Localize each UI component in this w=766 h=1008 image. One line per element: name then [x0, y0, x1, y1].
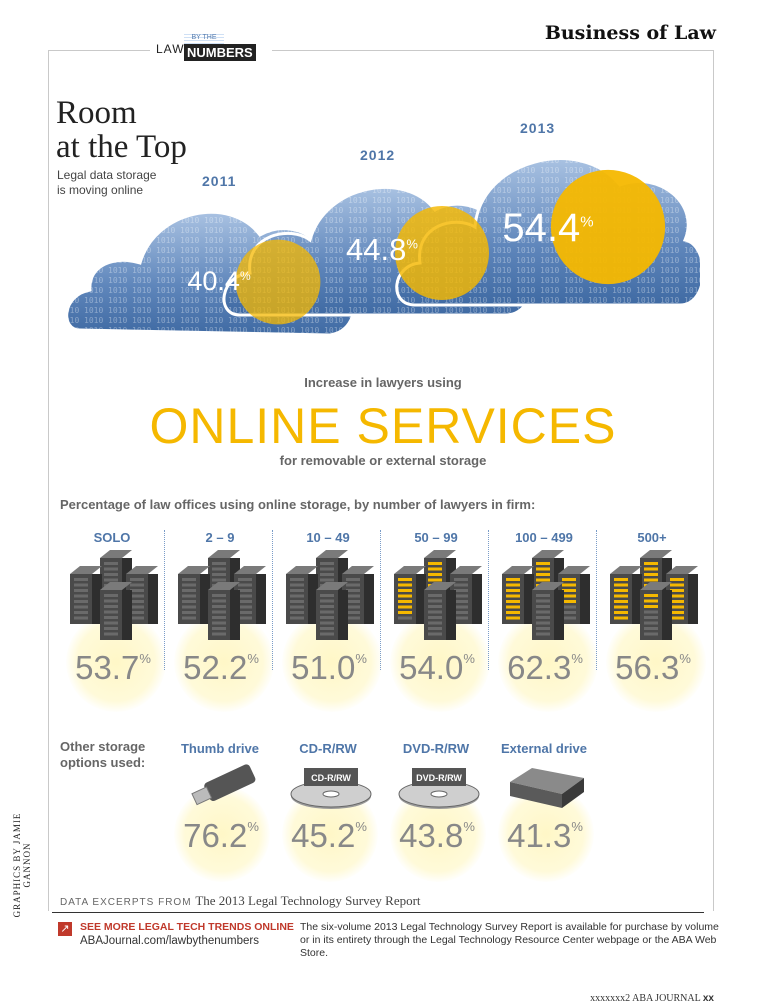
see-more-link[interactable]: SEE MORE LEGAL TECH TRENDS ONLINE: [80, 921, 294, 933]
server-rack-icon: [70, 550, 158, 640]
server-rack-icon: [394, 550, 482, 640]
footer-rule: [52, 912, 704, 913]
firm-size-value: 52.2%: [183, 649, 259, 686]
value-2012: 44.8%: [346, 232, 418, 267]
clouds-chart: 1010: [65, 157, 700, 337]
storage-option-value: 41.3%: [507, 817, 583, 854]
external-drive-icon: [510, 768, 584, 808]
firm-size-label: 10 – 49: [306, 530, 350, 545]
firm-size-value: 62.3%: [507, 649, 583, 686]
section-title: Business of Law: [544, 22, 716, 44]
title-line-1: Room: [56, 95, 137, 131]
bubble-2013: [550, 169, 666, 285]
logo-numbers-text: NUMBERS: [184, 44, 256, 61]
year-2013: 2013: [520, 120, 556, 136]
firm-size-value: 53.7%: [75, 649, 151, 686]
folio: xxxxxxx2 ABA JOURNAL xx: [590, 993, 714, 1004]
value-glow: [174, 786, 270, 882]
column-divider: [596, 530, 597, 670]
firm-size-value: 54.0%: [399, 649, 475, 686]
subtitle: Legal data storage is moving online: [57, 168, 197, 198]
column-divider: [164, 530, 165, 670]
title-line-2: at the Top: [56, 129, 187, 165]
storage-subheading: for removable or external storage: [279, 453, 487, 468]
firm-size-value: 56.3%: [615, 649, 691, 686]
column-divider: [488, 530, 489, 670]
storage-option-label: CD-R/RW: [299, 741, 357, 756]
firm-size-label: 2 – 9: [205, 530, 235, 545]
disc-label: CD-R/RW: [311, 773, 351, 783]
graphics-credit: GRAPHICS BY JAMIE GANNON: [12, 812, 32, 918]
firm-size-label: 50 – 99: [414, 530, 458, 545]
bubble-2012: [395, 206, 489, 300]
server-rack-icon: [610, 550, 698, 640]
data-excerpt: DATA EXCERPTS FROM The 2013 Legal Techno…: [60, 893, 421, 908]
server-rack-icon: [178, 550, 266, 640]
firm-size-label: 500+: [637, 530, 667, 545]
firm-size-title: Percentage of law offices using online s…: [60, 497, 536, 512]
storage-option-value: 43.8%: [399, 817, 475, 854]
other-line-1: Other storage: [60, 739, 146, 754]
firm-size-value: 51.0%: [291, 649, 367, 686]
logo-by-text: BY THE: [184, 34, 224, 44]
logo-law-text: LAW: [156, 42, 185, 56]
law-by-the-numbers-logo: LAW BY THE NUMBERS: [150, 32, 272, 62]
storage-option-label: DVD-R/RW: [402, 741, 470, 756]
dvd-icon: DVD-R/RW: [398, 768, 480, 809]
arrow-icon: ↗: [58, 922, 72, 936]
page-frame: [48, 50, 714, 911]
column-divider: [380, 530, 381, 670]
page-title: Room at the Top: [56, 96, 256, 164]
footnote: The six-volume 2013 Legal Technology Sur…: [300, 921, 719, 959]
increase-text: Increase in lawyers using: [304, 375, 462, 390]
disc-label: DVD-R/RW: [416, 773, 462, 783]
subtitle-line-1: Legal data storage: [57, 168, 157, 182]
web-link[interactable]: ABAJournal.com/lawbythenumbers: [80, 935, 259, 947]
storage-option-value: 76.2%: [183, 817, 259, 854]
server-rack-icon: [502, 550, 590, 640]
year-2012: 2012: [360, 147, 396, 163]
subtitle-line-2: is moving online: [57, 183, 144, 197]
value-2011: 40.4%: [187, 266, 251, 296]
storage-option-label: External drive: [501, 741, 587, 756]
bubble-2011: [235, 239, 321, 325]
column-divider: [272, 530, 273, 670]
other-line-2: options used:: [60, 755, 146, 770]
year-2011: 2011: [202, 173, 237, 189]
firm-size-label: SOLO: [93, 530, 131, 545]
storage-option-label: Thumb drive: [180, 741, 259, 756]
storage-option-value: 45.2%: [291, 817, 367, 854]
other-storage-label: Other storage options used:: [60, 739, 145, 771]
thumb-drive-icon: [191, 764, 256, 806]
cd-icon: CD-R/RW: [290, 768, 372, 809]
server-rack-icon: [286, 550, 374, 640]
firm-size-label: 100 – 499: [515, 530, 573, 545]
value-2013: 54.4%: [502, 206, 594, 250]
online-services-heading: ONLINE SERVICES: [149, 398, 617, 454]
